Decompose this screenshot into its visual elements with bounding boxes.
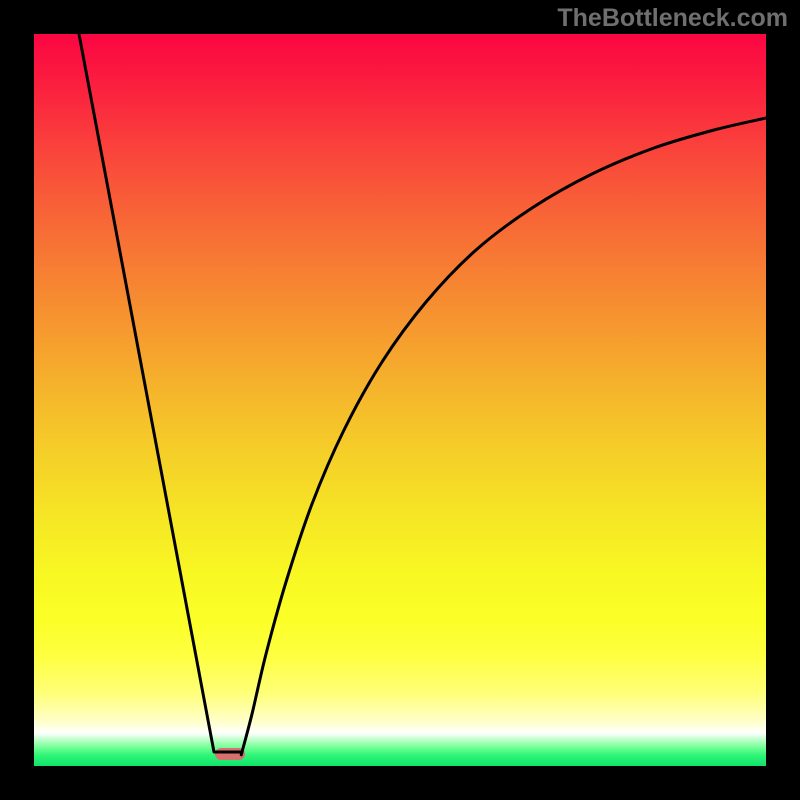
- gradient-background: [34, 34, 766, 766]
- watermark-text: TheBottleneck.com: [557, 4, 788, 33]
- chart-svg: [34, 34, 766, 766]
- chart-plot-area: [34, 34, 766, 766]
- bottleneck-chart-container: { "watermark": { "text": "TheBottleneck.…: [0, 0, 800, 800]
